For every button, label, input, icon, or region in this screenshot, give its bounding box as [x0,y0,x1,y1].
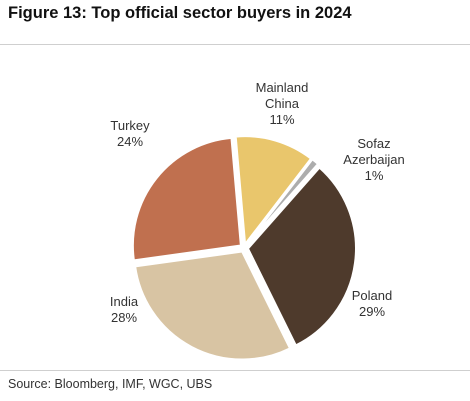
source-note: Source: Bloomberg, IMF, WGC, UBS [8,377,213,391]
pie-slice-india [134,250,292,361]
chart-title: Figure 13: Top official sector buyers in… [8,4,352,22]
slice-label-india: India 28% [110,294,139,325]
pie-slice-mainland-china [234,135,313,247]
slice-label-sofaz-azerbaijan: Sofaz Azerbaijan 1% [343,136,404,183]
pie-slice-sofaz-azerbaijan [245,157,320,246]
pie-slice-poland [246,166,357,347]
slice-label-mainland-china: Mainland China 11% [256,80,309,127]
pie-slice-turkey [131,136,242,262]
slice-label-turkey: Turkey 24% [110,118,150,149]
top-divider [0,44,470,45]
bottom-divider [0,370,470,371]
slice-label-poland: Poland 29% [352,288,392,319]
